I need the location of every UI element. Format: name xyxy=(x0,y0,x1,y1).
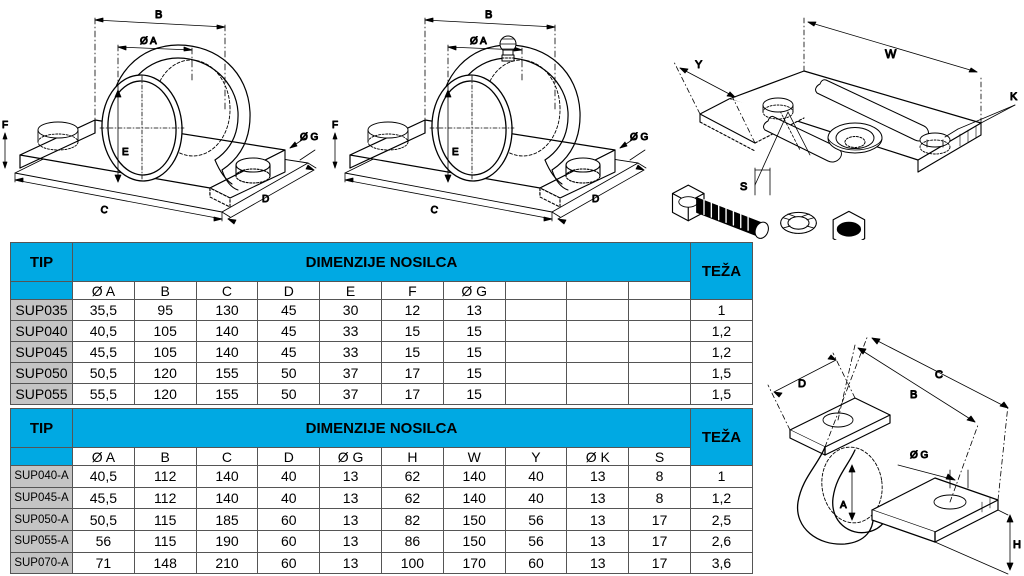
svg-text:Ø G: Ø G xyxy=(630,132,649,143)
svg-text:W: W xyxy=(885,47,897,61)
svg-text:E: E xyxy=(122,147,129,158)
svg-text:C: C xyxy=(935,369,943,381)
svg-text:Ø A: Ø A xyxy=(470,36,487,47)
svg-text:Ø G: Ø G xyxy=(910,450,929,461)
svg-text:A: A xyxy=(840,500,847,511)
svg-text:C: C xyxy=(99,204,109,216)
svg-text:Y: Y xyxy=(695,59,703,71)
svg-text:K: K xyxy=(1010,91,1018,103)
svg-text:D: D xyxy=(262,194,269,205)
svg-text:F: F xyxy=(332,120,338,131)
svg-text:B: B xyxy=(910,389,917,401)
svg-text:B: B xyxy=(485,9,492,21)
svg-text:Ø A: Ø A xyxy=(140,36,157,47)
svg-text:Ø G: Ø G xyxy=(300,132,319,143)
svg-text:D: D xyxy=(592,194,599,205)
svg-text:D: D xyxy=(798,378,806,390)
svg-text:H: H xyxy=(1013,539,1021,551)
svg-text:S: S xyxy=(740,181,747,193)
svg-text:B: B xyxy=(155,9,162,21)
svg-text:F: F xyxy=(2,120,8,131)
svg-text:C: C xyxy=(429,204,439,216)
svg-text:E: E xyxy=(452,147,459,158)
